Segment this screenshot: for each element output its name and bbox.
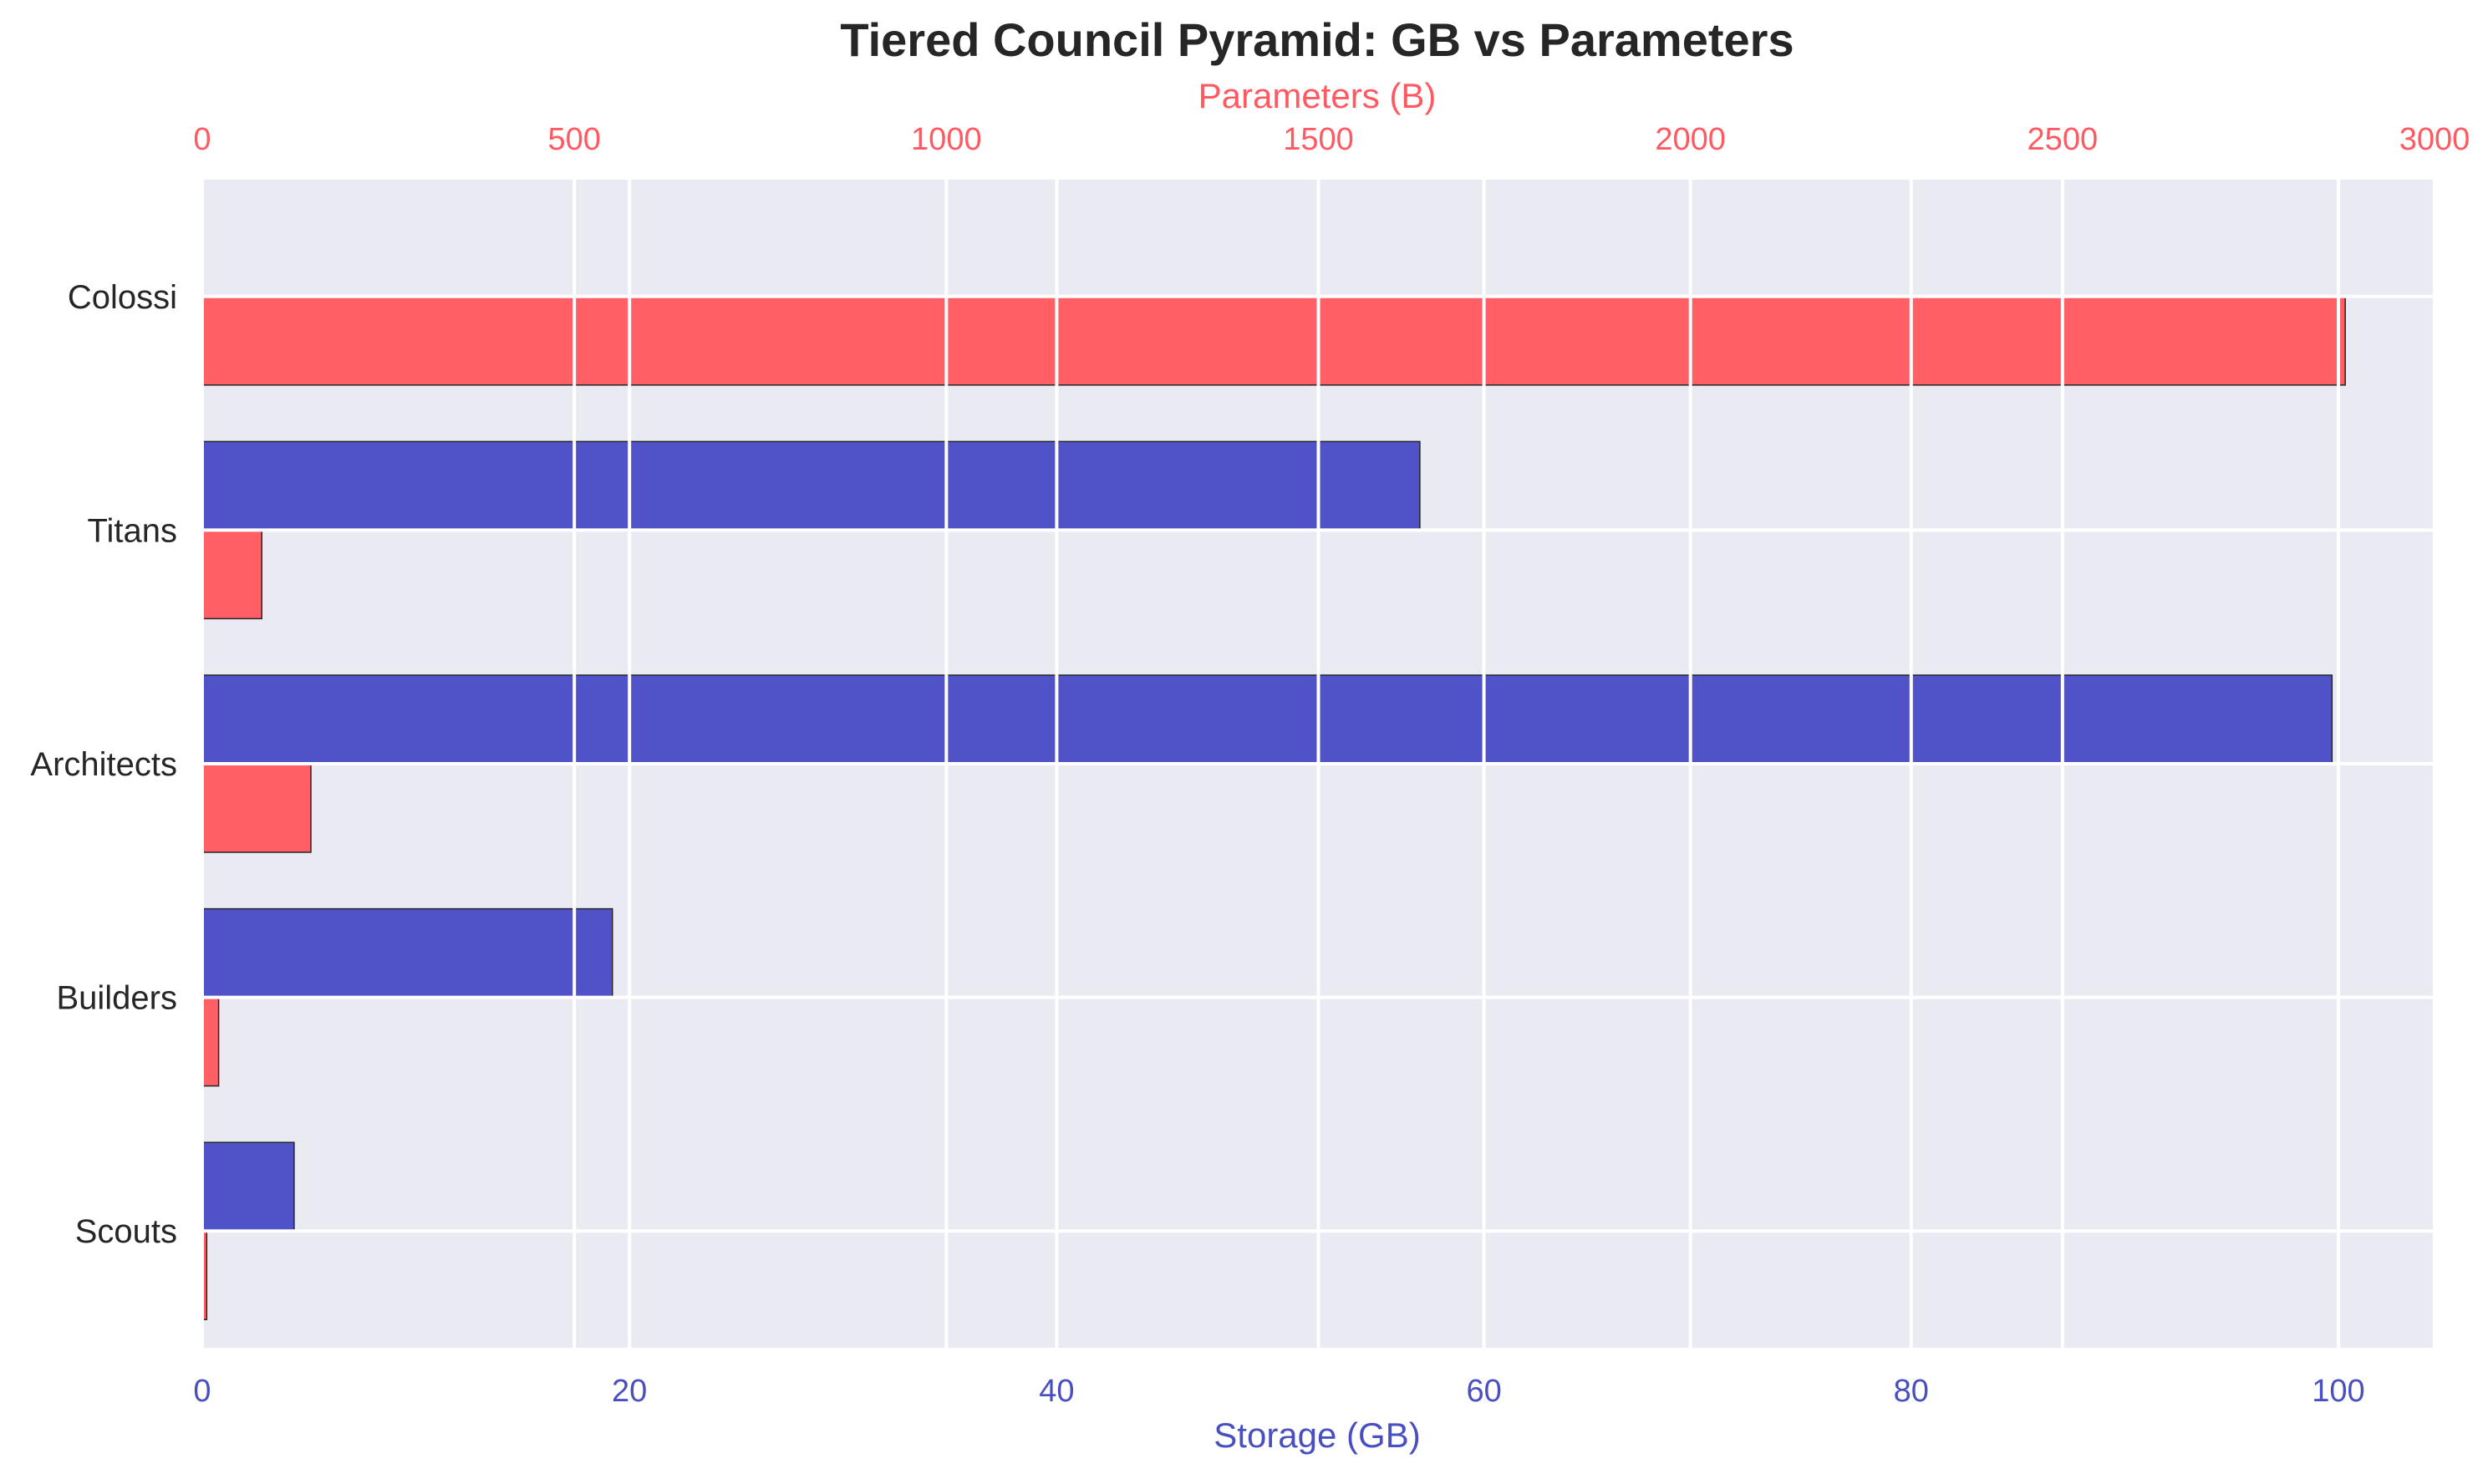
bar-storage-titans — [201, 440, 1421, 531]
top-tick-label: 0 — [193, 122, 211, 157]
bottom-axis-label: Storage (GB) — [1214, 1415, 1420, 1455]
bar-parameters-colossi — [201, 296, 2346, 386]
bar-storage-builders — [201, 907, 613, 999]
bar-storage-architects — [201, 674, 2333, 765]
bottom-tick-label: 100 — [2312, 1374, 2364, 1409]
top-tick-label: 3000 — [2399, 122, 2470, 157]
top-tick-label: 2000 — [1655, 122, 1726, 157]
bar-parameters-architects — [201, 763, 312, 853]
chart-title: Tiered Council Pyramid: GB vs Parameters — [840, 13, 1794, 66]
category-label: Scouts — [75, 1213, 177, 1250]
bar-parameters-builders — [201, 996, 220, 1087]
bottom-tick-label: 0 — [193, 1374, 211, 1409]
category-label: Architects — [30, 746, 177, 783]
top-tick-label: 500 — [547, 122, 600, 157]
category-label: Colossi — [68, 279, 177, 316]
top-axis-label: Parameters (B) — [1198, 76, 1437, 115]
category-label: Builders — [56, 980, 177, 1017]
bottom-tick-label: 80 — [1894, 1374, 1929, 1409]
bottom-tick-label: 20 — [612, 1374, 647, 1409]
bottom-tick-label: 60 — [1466, 1374, 1501, 1409]
category-label: Titans — [88, 512, 177, 549]
bottom-tick-label: 40 — [1039, 1374, 1074, 1409]
top-tick-label: 1000 — [911, 122, 982, 157]
top-tick-label: 2500 — [2028, 122, 2099, 157]
plot-area: 0 20 40 60 80 1000 500 1000 1500 2000 2500 3000Colo… — [30, 122, 2470, 1409]
top-tick-label: 1500 — [1283, 122, 1354, 157]
bar-storage-scouts — [201, 1141, 295, 1232]
bar-parameters-titans — [201, 529, 262, 620]
